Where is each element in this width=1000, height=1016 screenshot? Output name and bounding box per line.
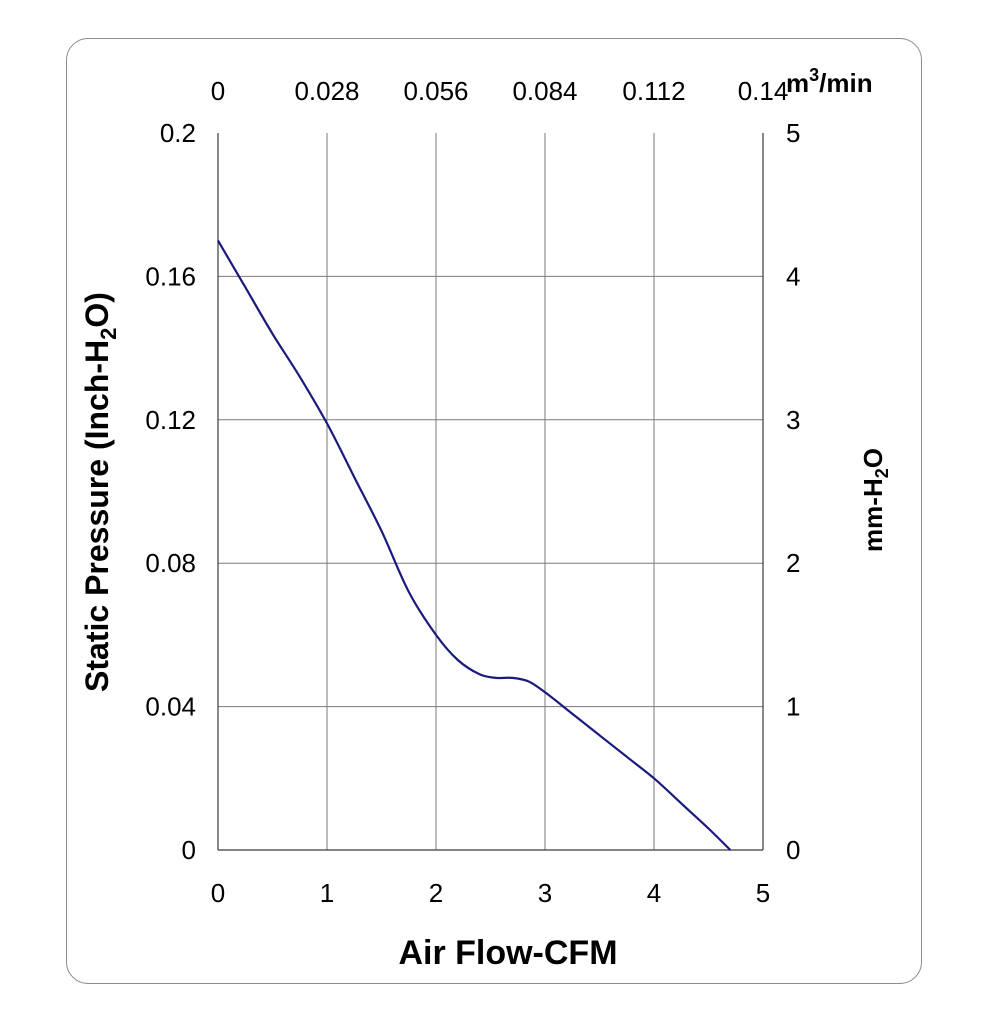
right-tick-label: 4 [786,261,800,291]
y-tick-label: 0.12 [145,405,196,435]
plot-border [217,133,764,851]
right-tick-label: 0 [786,835,800,865]
top-axis-title: m3/min [786,65,873,98]
x-axis-ticks: 0 1 2 3 4 5 [211,878,770,908]
top-tick-label: 0.056 [403,76,468,106]
x-tick-label: 0 [211,878,225,908]
y-tick-label: 0 [182,835,196,865]
x-tick-label: 5 [756,878,770,908]
pq-curve [217,240,732,851]
right-tick-label: 1 [786,692,800,722]
top-tick-label: 0.14 [738,76,789,106]
right-tick-label: 5 [786,118,800,148]
top-tick-label: 0.112 [622,76,685,106]
top-tick-label: 0.028 [294,76,359,106]
x-axis-title: Air Flow-CFM [398,934,617,972]
x-tick-label: 4 [647,878,661,908]
y-tick-label: 0.08 [145,548,196,578]
y-axis-ticks: 0 0.04 0.08 0.12 0.16 0.2 [145,118,196,865]
y-axis-title: Static Pressure (Inch-H2O) [79,292,121,692]
right-axis-ticks: 0 1 2 3 4 5 [786,118,800,865]
y-tick-label: 0.16 [145,261,196,291]
series-layer [217,240,732,851]
grid [218,133,763,850]
right-tick-label: 3 [786,405,800,435]
x-tick-label: 2 [429,878,443,908]
y-tick-label: 0.2 [160,118,196,148]
top-tick-label: 0 [211,76,225,106]
top-tick-label: 0.084 [512,76,577,106]
x-tick-label: 3 [538,878,552,908]
top-axis-ticks: 0 0.028 0.056 0.084 0.112 0.14 [211,76,789,106]
right-axis-title: mm-H2O [858,448,892,552]
x-tick-label: 1 [320,878,334,908]
right-tick-label: 2 [786,548,800,578]
y-tick-label: 0.04 [145,692,196,722]
chart-frame [66,38,922,984]
